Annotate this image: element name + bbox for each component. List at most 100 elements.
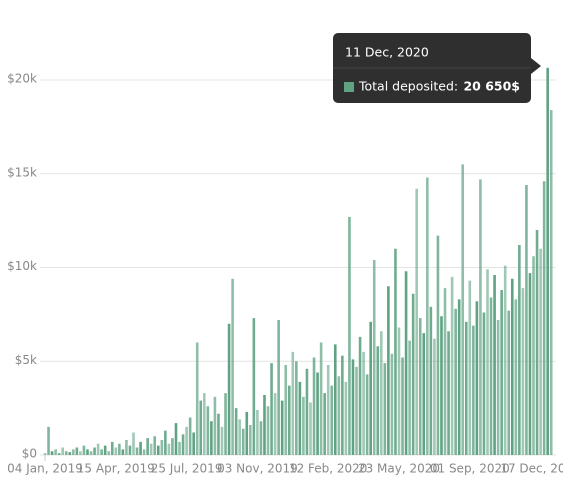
bar: [139, 441, 142, 455]
bar: [107, 451, 111, 455]
bar: [195, 342, 199, 455]
bar: [358, 336, 362, 455]
bar: [249, 425, 252, 455]
bar: [110, 441, 114, 455]
bar: [75, 447, 79, 455]
bar: [341, 355, 344, 455]
bar: [171, 438, 174, 455]
bar: [447, 331, 450, 455]
bar: [482, 312, 486, 455]
bar: [47, 426, 50, 455]
bar: [231, 278, 234, 455]
bar: [376, 346, 380, 455]
bar: [160, 440, 164, 455]
bar: [135, 447, 139, 455]
bar: [535, 230, 539, 455]
tooltip-swatch: [344, 82, 354, 92]
bar: [454, 308, 457, 455]
bar: [210, 421, 213, 455]
bar: [252, 318, 256, 455]
bar: [82, 445, 86, 455]
bar: [457, 299, 461, 455]
bar: [365, 374, 369, 455]
bar: [241, 428, 245, 455]
bar: [422, 333, 426, 455]
bar: [185, 426, 188, 455]
bar: [401, 357, 404, 455]
bar: [181, 434, 185, 455]
bar: [397, 327, 401, 455]
bar: [394, 248, 397, 455]
bar: [220, 426, 224, 455]
bar: [542, 181, 546, 455]
x-tick-label: 15 Apr, 2019: [77, 462, 155, 476]
bar: [436, 235, 440, 455]
bar: [245, 411, 249, 455]
bar: [217, 413, 220, 455]
bar: [266, 406, 270, 455]
bar: [549, 110, 553, 455]
bar: [72, 449, 75, 455]
x-tick-label: 23 May, 2020: [358, 462, 440, 476]
bar: [287, 385, 291, 455]
bar: [132, 432, 135, 455]
bar: [128, 445, 132, 455]
bar: [64, 451, 68, 455]
bar: [539, 248, 542, 455]
bar: [149, 443, 153, 455]
x-tick-label: 25 Jul, 2019: [151, 462, 223, 476]
bar: [234, 408, 238, 455]
bar: [312, 357, 316, 455]
bar: [404, 271, 408, 455]
bar: [380, 331, 383, 455]
bar: [323, 393, 326, 455]
bar: [546, 67, 549, 455]
bar: [256, 410, 259, 455]
bar: [203, 393, 206, 455]
bar: [486, 269, 489, 455]
bar: [213, 396, 217, 455]
bar: [96, 443, 100, 455]
bar: [532, 256, 535, 455]
bar: [510, 278, 514, 455]
bar: [295, 361, 298, 455]
bar: [89, 451, 93, 455]
bar: [259, 421, 263, 455]
bar: [277, 320, 280, 455]
x-tick-label: 01 Sep, 2020: [430, 462, 510, 476]
bar: [440, 316, 443, 455]
y-tick-label: $0: [22, 447, 37, 461]
bar: [500, 290, 503, 455]
bar: [369, 321, 372, 455]
bar: [426, 177, 429, 455]
bar: [496, 320, 500, 455]
tooltip-date: 11 Dec, 2020: [345, 45, 429, 60]
bar: [507, 310, 511, 455]
bar: [518, 245, 521, 455]
bar: [125, 440, 128, 455]
bar: [514, 299, 518, 455]
bar: [93, 447, 96, 455]
bar: [493, 275, 496, 455]
y-tick-label: $15k: [7, 165, 37, 179]
bar: [344, 381, 348, 455]
bar: [337, 376, 341, 455]
bar: [316, 372, 319, 455]
bar: [309, 402, 312, 455]
bar: [468, 280, 472, 455]
bar: [57, 453, 61, 455]
bar: [330, 385, 334, 455]
bar: [443, 288, 447, 455]
bar: [174, 423, 178, 455]
tooltip-label: Total deposited:: [358, 79, 458, 94]
x-tick-label: 03 Nov, 2019: [217, 462, 298, 476]
bar: [326, 365, 330, 455]
bar: [433, 338, 436, 455]
bar: [411, 293, 415, 455]
bar: [50, 451, 54, 455]
bar: [224, 393, 227, 455]
bar: [103, 445, 107, 455]
bar: [280, 400, 284, 455]
bar: [528, 273, 532, 455]
